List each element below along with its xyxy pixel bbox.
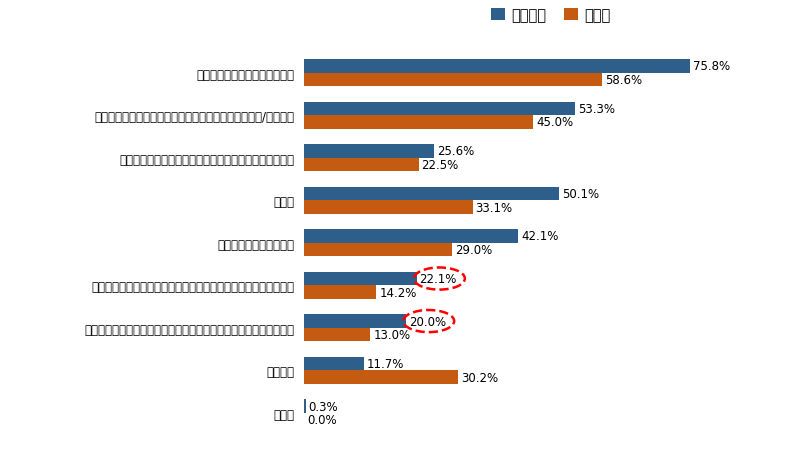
Text: 50.1%: 50.1% [562,188,599,201]
Text: 13.0%: 13.0% [374,329,410,341]
Bar [304,243,452,257]
Bar [304,314,406,328]
Text: 33.1%: 33.1% [475,201,513,214]
Bar [304,158,418,172]
Text: 30.2%: 30.2% [461,371,498,384]
Bar [304,102,575,116]
Text: 45.0%: 45.0% [536,116,574,129]
Text: 25.6%: 25.6% [438,145,474,158]
Text: 0.0%: 0.0% [307,414,337,426]
Text: 42.1%: 42.1% [522,230,558,243]
Text: 11.7%: 11.7% [366,357,404,370]
Bar [304,370,458,384]
Text: 20.0%: 20.0% [409,315,446,328]
Bar [304,328,370,342]
Bar [304,399,306,413]
Bar [304,285,376,299]
Bar [304,145,434,158]
Legend: 持ち家層, 賃貸層: 持ち家層, 賃貸層 [485,2,616,28]
Bar [304,357,363,370]
Text: 22.5%: 22.5% [422,159,459,172]
Text: 22.1%: 22.1% [419,273,457,285]
Text: 14.2%: 14.2% [379,286,417,299]
Bar [304,230,518,243]
Text: 29.0%: 29.0% [454,244,492,257]
Bar [304,201,473,214]
Bar [304,187,559,201]
Bar [304,60,690,73]
Bar [304,116,533,129]
Bar [304,272,417,285]
Text: 0.3%: 0.3% [309,400,338,413]
Text: 75.8%: 75.8% [693,60,730,73]
Bar [304,73,602,87]
Text: 53.3%: 53.3% [578,103,615,116]
Text: 58.6%: 58.6% [606,74,642,87]
